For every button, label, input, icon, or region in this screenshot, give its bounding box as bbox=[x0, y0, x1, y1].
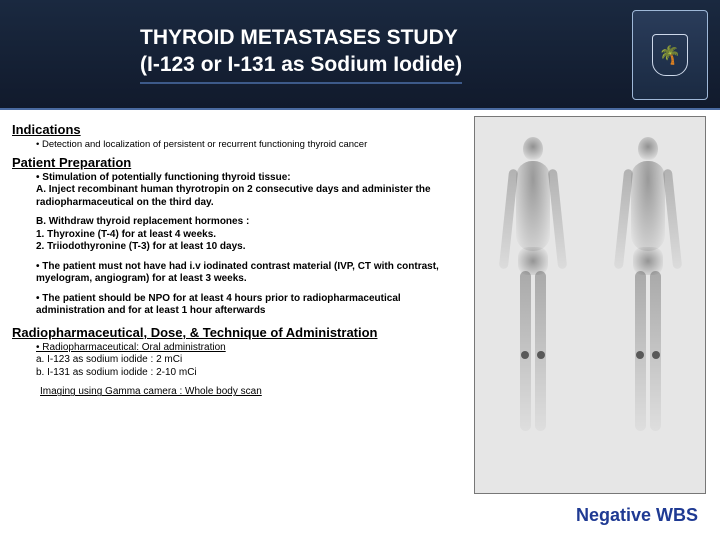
radio-rp-a: a. I-123 as sodium iodide : 2 mCi bbox=[36, 354, 182, 365]
radio-rp-intro: • Radiopharmaceutical: Oral administrati… bbox=[36, 342, 226, 353]
university-logo: 🌴 bbox=[632, 10, 708, 100]
prep-withdraw-1: 1. Thyroxine (T-4) for at least 4 weeks. bbox=[36, 229, 216, 240]
radio-rp: • Radiopharmaceutical: Oral administrati… bbox=[12, 342, 464, 380]
title-line-1: THYROID METASTASES STUDY bbox=[140, 24, 462, 51]
prep-npo: • The patient should be NPO for at least… bbox=[12, 293, 464, 318]
prep-contrast: • The patient must not have had i.v iodi… bbox=[12, 261, 464, 286]
prep-stim: • Stimulation of potentially functioning… bbox=[12, 172, 464, 210]
radio-imaging: Imaging using Gamma camera : Whole body … bbox=[12, 386, 464, 399]
logo-glyph: 🌴 bbox=[659, 45, 681, 66]
prep-stim-intro: • Stimulation of potentially functioning… bbox=[36, 172, 291, 183]
shield-icon: 🌴 bbox=[652, 34, 688, 76]
prep-withdraw-intro: B. Withdraw thyroid replacement hormones… bbox=[36, 216, 249, 227]
slide-header: THYROID METASTASES STUDY (I-123 or I-131… bbox=[0, 0, 720, 110]
prep-heading: Patient Preparation bbox=[12, 155, 464, 170]
radio-rp-b: b. I-131 as sodium iodide : 2-10 mCi bbox=[36, 367, 197, 378]
whole-body-scan-image bbox=[474, 116, 706, 494]
prep-withdraw-2: 2. Triiodothyronine (T-3) for at least 1… bbox=[36, 241, 246, 252]
content-body: Indications • Detection and localization… bbox=[12, 118, 464, 406]
body-silhouette-icon bbox=[613, 133, 683, 463]
scan-caption: Negative WBS bbox=[576, 505, 698, 526]
indications-bullet: • Detection and localization of persiste… bbox=[12, 139, 464, 151]
prep-stim-a: A. Inject recombinant human thyrotropin … bbox=[36, 184, 431, 208]
radio-heading: Radiopharmaceutical, Dose, & Technique o… bbox=[12, 325, 464, 340]
indications-heading: Indications bbox=[12, 122, 464, 137]
scan-posterior bbox=[590, 117, 705, 493]
prep-withdraw: B. Withdraw thyroid replacement hormones… bbox=[12, 216, 464, 254]
slide-title: THYROID METASTASES STUDY (I-123 or I-131… bbox=[30, 24, 462, 85]
scan-anterior bbox=[475, 117, 590, 493]
body-silhouette-icon bbox=[498, 133, 568, 463]
title-line-2: (I-123 or I-131 as Sodium Iodide) bbox=[140, 51, 462, 84]
